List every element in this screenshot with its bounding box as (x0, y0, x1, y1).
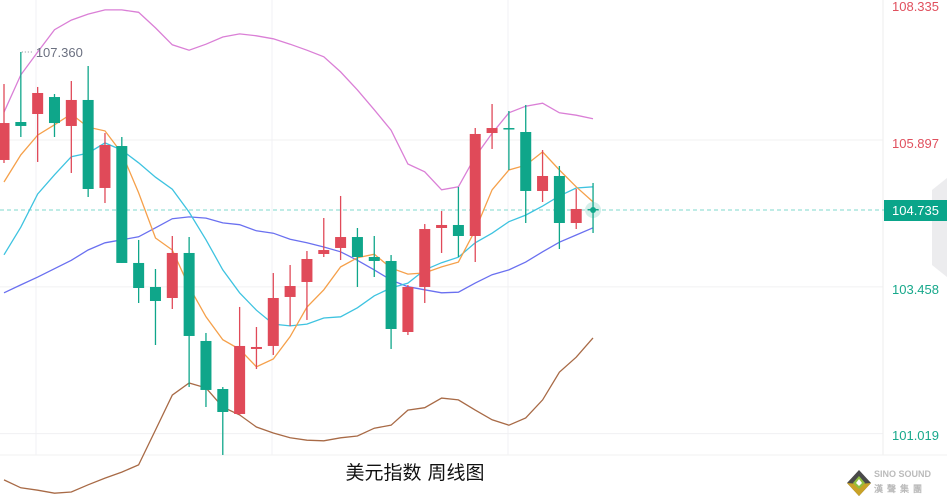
current-price-label: 104.735 (884, 200, 947, 221)
y-tick-label: 108.335 (892, 0, 939, 14)
candle-down (452, 224, 464, 237)
y-tick-label: 101.019 (892, 428, 939, 443)
candle-up (537, 175, 549, 191)
candle-up (250, 346, 262, 349)
candle-down (149, 286, 161, 302)
candle-down (48, 97, 60, 124)
candle-up (267, 297, 279, 346)
candle-up (0, 123, 10, 160)
candle-up (570, 208, 582, 224)
candle-down (385, 260, 397, 329)
candle-down (351, 237, 363, 258)
candle-up (469, 133, 481, 237)
y-tick-label: 103.458 (892, 282, 939, 297)
ma-cyan-line (3, 142, 594, 327)
sino-sound-logo: SINO SOUND 漢聲集團 (846, 466, 947, 500)
candle-down (15, 122, 27, 126)
candle-down (503, 128, 515, 130)
candle-down (116, 146, 128, 263)
candle-down (520, 131, 532, 191)
chart-title: 美元指数 周线图 (345, 462, 485, 484)
candle-up (65, 99, 77, 126)
logo-diamond-icon (847, 470, 871, 496)
lower-band-line (3, 337, 594, 494)
candle-up (486, 128, 498, 134)
candle-up (32, 92, 44, 114)
candle-up (301, 258, 313, 282)
candle-up (335, 237, 347, 248)
ma-orange-line (3, 113, 594, 368)
logo-text-cn: 漢聲集團 (874, 484, 927, 494)
candle-up (284, 286, 296, 297)
candle-down (82, 99, 94, 189)
candle-up (402, 286, 414, 333)
middle-band-line (3, 216, 594, 294)
y-tick-label: 105.897 (892, 136, 939, 151)
candle-down (553, 175, 565, 224)
logo-text-en: SINO SOUND (874, 469, 932, 479)
candle-up (99, 144, 111, 188)
candle-down (133, 262, 145, 289)
candle-down (183, 252, 195, 336)
max-annotation-label: 107.360 (36, 45, 83, 60)
candle-up (318, 250, 330, 254)
candle-up (166, 252, 178, 298)
candle-up (419, 229, 431, 287)
candle-down (200, 340, 212, 390)
candle-down (217, 389, 229, 412)
current-price-dot (590, 206, 597, 213)
side-panel-handle (932, 178, 947, 277)
candle-up (234, 345, 246, 414)
candle-up (436, 224, 448, 228)
candle-down (368, 257, 380, 261)
